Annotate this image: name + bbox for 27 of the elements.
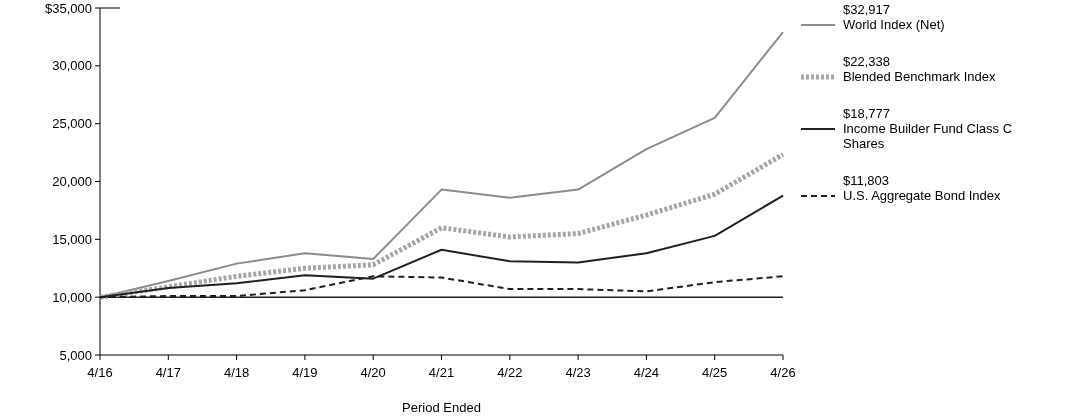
legend-label: Blended Benchmark Index	[843, 69, 996, 84]
x-axis-title: Period Ended	[402, 400, 481, 415]
text: $22,338	[843, 54, 890, 69]
x-tick-label: 4/19	[292, 365, 318, 380]
text: $11,803	[843, 173, 890, 188]
x-tick-label: 4/26	[770, 365, 796, 380]
y-tick-label: 20,000	[52, 174, 92, 190]
x-tick-label: 4/20	[360, 365, 386, 380]
x-tick-label: 4/25	[702, 365, 728, 380]
legend-label: Income Builder Fund Class C Shares	[843, 121, 1013, 151]
x-tick-label: 4/18	[223, 365, 250, 380]
x-tick-label: 4/21	[428, 365, 455, 380]
text: $32,917	[843, 2, 890, 17]
x-tick-label: 4/16	[87, 365, 113, 380]
y-tick-label: 5,000	[59, 347, 92, 363]
text: $18,777	[843, 106, 890, 121]
x-tick-label: 4/23	[565, 365, 591, 380]
x-tick-label: 4/24	[633, 365, 660, 380]
y-tick-label: 25,000	[52, 116, 92, 132]
y-tick-label: $35,000	[45, 0, 92, 16]
y-tick-label: 30,000	[52, 58, 92, 74]
x-tick-label: 4/22	[497, 365, 523, 380]
legend-label: U.S. Aggregate Bond Index	[843, 188, 1002, 203]
y-tick-label: 15,000	[52, 231, 92, 247]
y-tick-label: 10,000	[52, 289, 92, 305]
x-tick-label: 4/17	[155, 365, 181, 380]
legend-label: World Index (Net)	[843, 17, 945, 32]
